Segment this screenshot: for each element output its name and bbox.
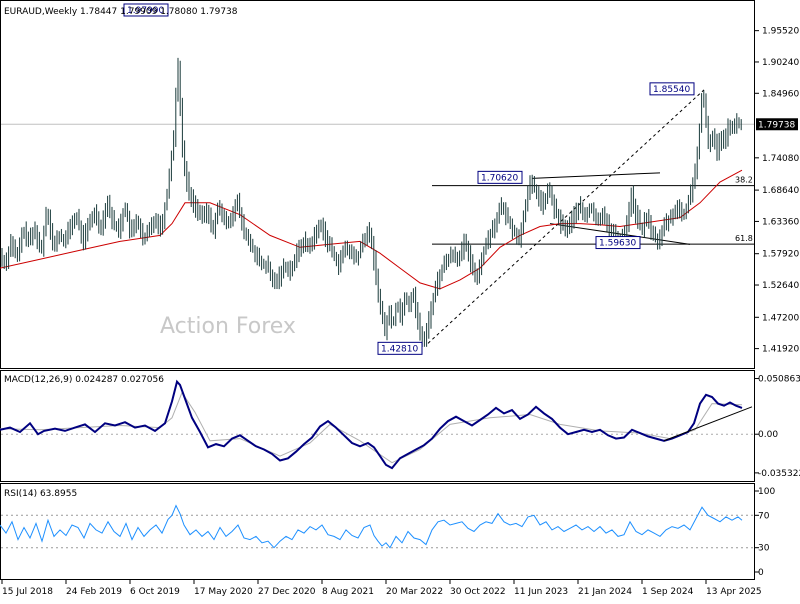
price-panel-frame bbox=[0, 0, 755, 369]
price-y-tick-label: 1.68640 bbox=[762, 186, 799, 196]
price-y-tick-label: 1.95520 bbox=[762, 27, 799, 37]
price-y-tick-label: 1.63360 bbox=[762, 217, 799, 227]
x-tick-label: 21 Jan 2024 bbox=[578, 587, 632, 597]
price-y-tick-label: 1.41920 bbox=[762, 345, 799, 355]
price-annotation-label: 1.85540 bbox=[653, 85, 690, 95]
x-tick-label: 11 Jun 2023 bbox=[514, 587, 568, 597]
current-price-tag: 1.79738 bbox=[756, 118, 798, 131]
x-tick-label: 13 Apr 2025 bbox=[706, 587, 762, 597]
price-panel: 1.95520 1.90240 1.84960 1.74080 1.68640 1.633… bbox=[0, 0, 799, 369]
price-annotation-label: 1.59630 bbox=[599, 239, 636, 249]
trendline bbox=[549, 223, 691, 245]
price-y-tick-label: 1.47200 bbox=[762, 313, 799, 323]
macd-y-axis: 0.050863 0.00 -0.035322 bbox=[754, 375, 800, 479]
price-y-axis: 1.95520 1.90240 1.84960 1.74080 1.68640 1.633… bbox=[754, 27, 799, 355]
price-annotation-label: 1.97990 bbox=[127, 6, 164, 16]
price-annotations: 1.97990 1.85540 1.70620 1.59630 1.42810 bbox=[123, 3, 695, 355]
macd-panel: 0.050863 0.00 -0.035322 MACD(12,26,9) 0.02… bbox=[0, 370, 800, 482]
trendline bbox=[427, 89, 705, 344]
rsi-y-tick-label: 0 bbox=[758, 568, 764, 578]
x-tick-label: 6 Oct 2019 bbox=[130, 587, 180, 597]
fib-level-label: 61.8 bbox=[735, 234, 753, 243]
price-watermark: Action Forex bbox=[160, 314, 296, 339]
fib-level-label: 38.2 bbox=[735, 176, 753, 185]
rsi-y-axis: 100 70 30 0 bbox=[754, 487, 775, 578]
macd-y-tick-label: 0.050863 bbox=[758, 375, 800, 385]
price-panel-title: EURAUD,Weekly 1.78447 1.79909 1.78080 1.… bbox=[4, 7, 238, 17]
x-tick-label: 27 Dec 2020 bbox=[258, 587, 316, 597]
current-price-tag-box bbox=[756, 118, 798, 131]
price-y-tick-label: 1.74080 bbox=[762, 154, 799, 164]
price-annotation-box bbox=[123, 3, 169, 17]
x-tick-label: 20 Mar 2022 bbox=[386, 587, 443, 597]
price-y-tick-label: 1.52640 bbox=[762, 281, 799, 291]
rsi-panel: 100 70 30 0 RSI(14) 63.8955 bbox=[0, 483, 775, 580]
price-annotation-box bbox=[595, 236, 641, 250]
x-tick-label: 17 May 2020 bbox=[194, 587, 253, 597]
macd-y-tick-label: -0.035322 bbox=[758, 469, 800, 479]
x-tick-label: 15 Jul 2018 bbox=[2, 587, 53, 597]
x-tick-label: 1 Sep 2024 bbox=[642, 587, 694, 597]
moving-average-line bbox=[0, 169, 743, 290]
x-tick-label: 8 Aug 2021 bbox=[322, 587, 374, 597]
x-tick-label: 30 Oct 2022 bbox=[450, 587, 506, 597]
price-bars bbox=[1, 57, 742, 348]
price-annotation-label: 1.42810 bbox=[381, 344, 418, 354]
trendlines bbox=[427, 89, 705, 344]
price-annotation-box bbox=[477, 170, 523, 184]
macd-trendline bbox=[663, 406, 753, 442]
rsi-y-tick-label: 70 bbox=[758, 511, 770, 521]
price-y-tick-label: 1.90240 bbox=[762, 58, 799, 68]
rsi-panel-title: RSI(14) 63.8955 bbox=[4, 489, 77, 499]
price-annotation-box bbox=[649, 82, 695, 96]
rsi-y-tick-label: 100 bbox=[758, 487, 775, 497]
x-axis: 15 Jul 2018 24 Feb 2019 6 Oct 2019 17 May 2… bbox=[1, 580, 762, 597]
macd-line bbox=[0, 379, 743, 470]
current-price-tag-label: 1.79738 bbox=[758, 120, 795, 130]
price-annotation-box bbox=[377, 341, 423, 355]
rsi-line bbox=[0, 504, 743, 549]
price-y-tick-label: 1.84960 bbox=[762, 89, 799, 99]
rsi-panel-frame bbox=[0, 483, 755, 580]
trendline bbox=[531, 172, 661, 179]
price-annotation-label: 1.70620 bbox=[481, 173, 518, 183]
x-tick-label: 24 Feb 2019 bbox=[66, 587, 122, 597]
macd-panel-title: MACD(12,26,9) 0.024287 0.027056 bbox=[4, 375, 164, 385]
macd-y-tick-label: 0.00 bbox=[758, 430, 778, 440]
price-y-tick-label: 1.57920 bbox=[762, 250, 799, 260]
rsi-y-tick-label: 30 bbox=[758, 544, 770, 554]
